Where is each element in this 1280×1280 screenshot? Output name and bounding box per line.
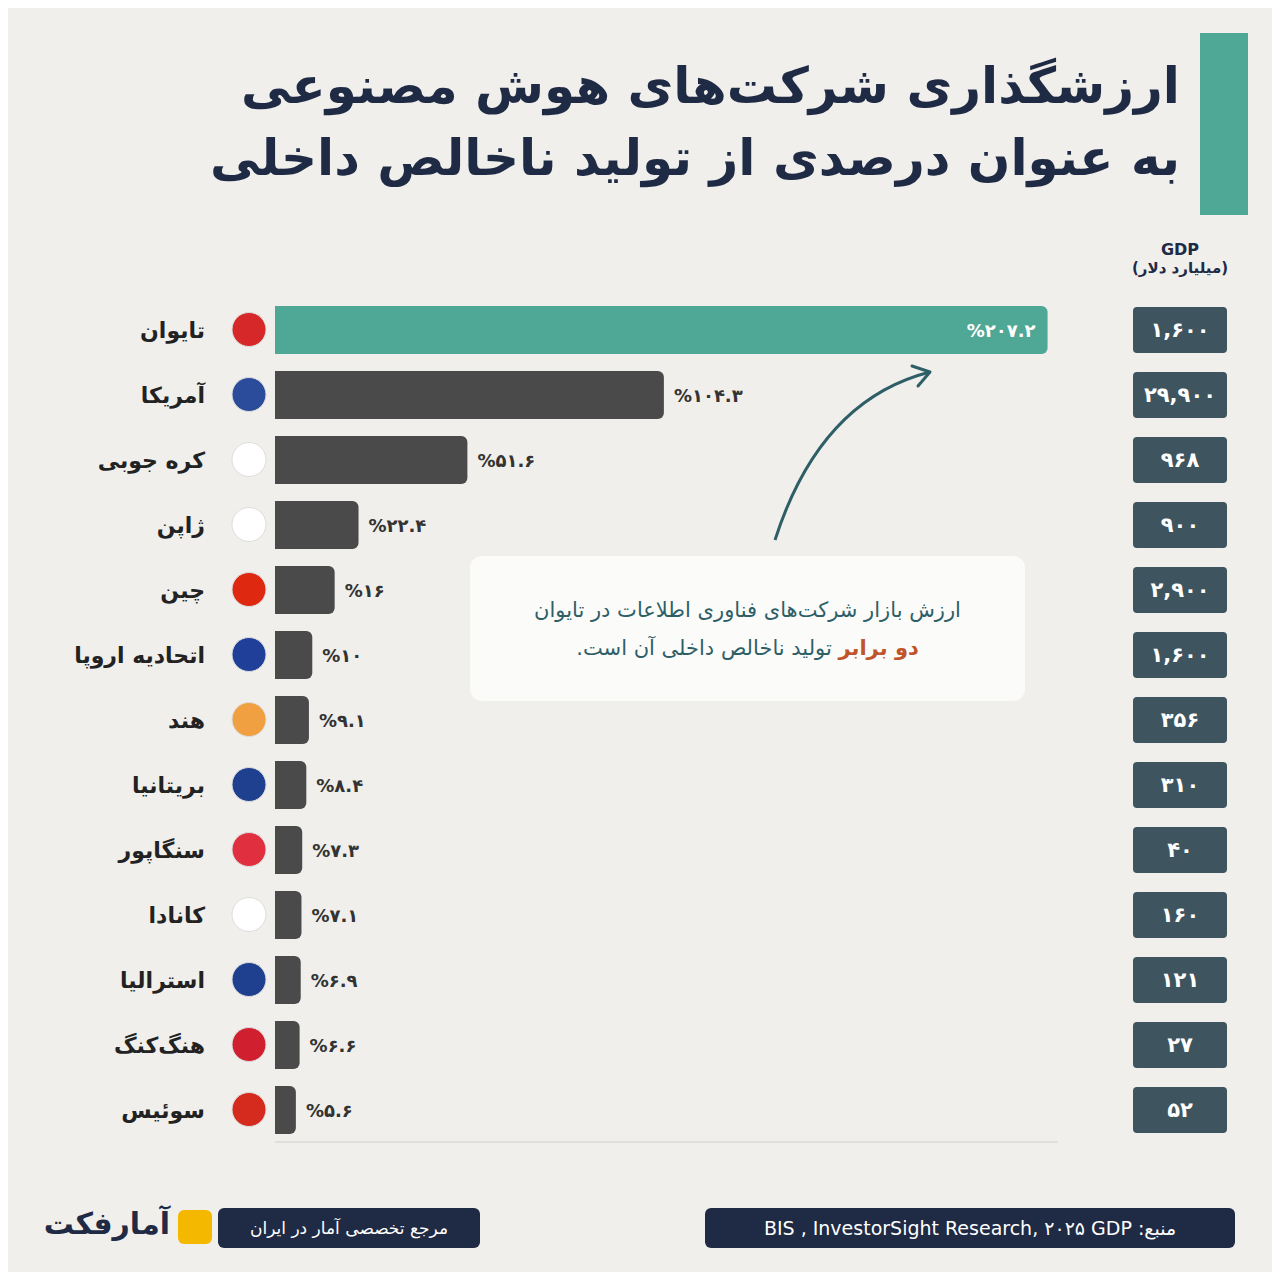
html-text:GDP: GDP (1160, 240, 1200, 259)
html-text:۳۱۰: ۳۱۰ (1160, 773, 1200, 797)
svg-text:کانادا: کانادا (149, 903, 206, 928)
html-text:۳۵۶: ۳۵۶ (1160, 708, 1200, 732)
html-text:۱,۶۰۰: ۱,۶۰۰ (1150, 643, 1210, 667)
svg-text:%۲۰۷.۲: %۲۰۷.۲ (967, 320, 1036, 341)
svg-text:%۶.۶: %۶.۶ (310, 1035, 357, 1056)
svg-text:هند: هند (168, 708, 205, 733)
svg-text:%۶.۹: %۶.۹ (311, 970, 358, 991)
svg-text:استرالیا: استرالیا (120, 968, 205, 994)
svg-text:ژاپن: ژاپن (157, 513, 205, 539)
html-text:۵۲: ۵۲ (1167, 1098, 1193, 1122)
svg-text:%۸.۴: %۸.۴ (316, 775, 363, 796)
svg-text:آمریکا: آمریکا (141, 381, 206, 409)
svg-text:%۵۱.۶: %۵۱.۶ (477, 450, 535, 471)
html-text:منبع: BIS , InvestorSight Rese: منبع: BIS , InvestorSight Research, ۲۰۲۵… (763, 1217, 1177, 1239)
html-text:۹۶۸: ۹۶۸ (1160, 448, 1200, 472)
html-text:۹۰۰: ۹۰۰ (1160, 513, 1200, 537)
svg-text:بریتانیا: بریتانیا (132, 773, 205, 799)
svg-text:%۵.۶: %۵.۶ (306, 1100, 353, 1121)
html-text:به عنوان درصدی از تولید ناخالص: به عنوان درصدی از تولید ناخالص داخلی (210, 129, 1180, 187)
html-text:دو برابر: دو برابر (838, 635, 919, 660)
svg-text:%۱۰: %۱۰ (322, 645, 362, 666)
svg-text:هنگ‌کنگ: هنگ‌کنگ (114, 1032, 205, 1058)
svg-text:سنگاپور: سنگاپور (118, 837, 205, 864)
svg-text:%۱۶: %۱۶ (345, 580, 385, 601)
svg-text:%۷.۱: %۷.۱ (311, 905, 358, 926)
html-text:۲,۹۰۰: ۲,۹۰۰ (1150, 578, 1210, 602)
html-text:۱۶۰: ۱۶۰ (1160, 903, 1200, 927)
html-text:۲۷: ۲۷ (1167, 1033, 1193, 1057)
svg-text:کره جوبی: کره جوبی (98, 448, 205, 474)
svg-text:%۹.۱: %۹.۱ (319, 710, 366, 731)
html-text:ارزش بازار شرکت‌های فناوری اطل: ارزش بازار شرکت‌های فناوری اطلاعات در تا… (534, 597, 961, 622)
html-text:ارزشگذاری شرکت‌های هوش مصنوعی: ارزشگذاری شرکت‌های هوش مصنوعی (240, 57, 1180, 115)
html-text:۴۰: ۴۰ (1167, 838, 1193, 862)
html-text:۲۹,۹۰۰: ۲۹,۹۰۰ (1144, 383, 1216, 407)
html-text:آمارفکت: آمارفکت (43, 1206, 170, 1241)
html-text:تولید ناخالص داخلی آن است.: تولید ناخالص داخلی آن است. (576, 635, 832, 660)
html-text:۱,۶۰۰: ۱,۶۰۰ (1150, 318, 1210, 342)
svg-text:سوئیس: سوئیس (121, 1098, 205, 1124)
html-text:۱۲۱: ۱۲۱ (1160, 968, 1200, 992)
svg-text:چین: چین (160, 578, 205, 604)
html-text:مرجع تخصصی آمار در ایران: مرجع تخصصی آمار در ایران (250, 1218, 448, 1238)
svg-text:%۷.۳: %۷.۳ (312, 840, 359, 861)
svg-text:تایوان: تایوان (140, 318, 205, 344)
html-text:(میلیارد دلار): (میلیارد دلار) (1132, 259, 1228, 277)
svg-text:%۱۰۴.۳: %۱۰۴.۳ (674, 385, 743, 406)
svg-text:اتحادیه اروپا: اتحادیه اروپا (74, 643, 205, 669)
svg-text:%۲۲.۴: %۲۲.۴ (369, 515, 427, 536)
